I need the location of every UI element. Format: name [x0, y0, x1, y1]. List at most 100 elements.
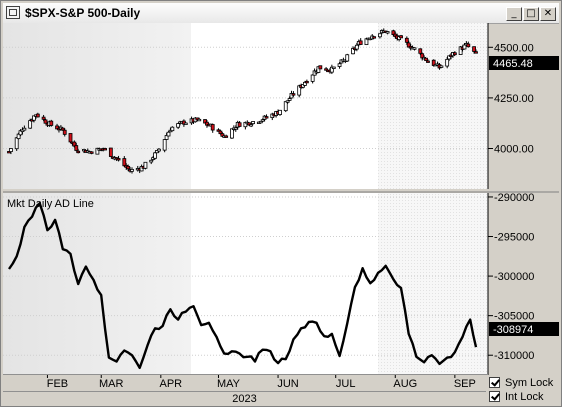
- candle-body: [20, 129, 25, 132]
- candle-body: [404, 37, 409, 43]
- candle-body: [149, 159, 154, 163]
- candle-body: [287, 98, 292, 101]
- month-label: JUL: [336, 378, 356, 390]
- ad-shade-band-1: [3, 193, 191, 375]
- ad-y-ticks: -290000 -295000 -300000 -305000 -310000: [488, 192, 534, 362]
- candle-body: [249, 124, 254, 127]
- price-last-value: 4465.48: [493, 58, 533, 70]
- candle-body: [170, 126, 175, 132]
- candle-body: [364, 38, 369, 46]
- candle-body: [14, 137, 19, 150]
- candle-body: [285, 100, 290, 103]
- candle-body: [331, 66, 336, 69]
- candle-body: [22, 127, 27, 131]
- candle-body: [41, 116, 46, 120]
- maximize-button[interactable]: □: [523, 7, 539, 21]
- minimize-button[interactable]: _: [506, 7, 522, 21]
- candle-body: [399, 35, 403, 39]
- month-label: SEP: [454, 378, 476, 390]
- candle-body: [303, 81, 307, 86]
- ad-tick-label: -290000: [494, 192, 534, 204]
- price-tick-label: 4000.00: [494, 144, 534, 156]
- candle-body: [251, 121, 255, 125]
- month-label: AUG: [393, 378, 417, 390]
- candle-body: [35, 113, 40, 118]
- candle-body: [116, 158, 121, 161]
- candle-body: [424, 57, 428, 61]
- candle-body: [176, 123, 181, 128]
- candle-body: [157, 148, 161, 152]
- candle-body: [183, 122, 188, 125]
- candle-body: [466, 43, 471, 48]
- candle-body: [108, 147, 113, 157]
- candle-body: [28, 120, 33, 129]
- candle-body: [297, 85, 302, 96]
- candle-body: [378, 33, 382, 38]
- chart-area[interactable]: 4500.00 4250.00 4000.00 4465.48 Mkt Daily …: [3, 23, 559, 375]
- candle-body: [95, 147, 100, 155]
- month-label: APR: [160, 378, 183, 390]
- int-lock-check-icon[interactable]: [489, 391, 500, 402]
- candle-body: [164, 135, 169, 140]
- candle-body: [233, 127, 238, 130]
- candle-body: [358, 40, 363, 45]
- window-menu-icon[interactable]: [6, 6, 20, 19]
- ad-last-value: -308974: [493, 324, 533, 336]
- candle-body: [431, 59, 436, 66]
- int-lock-label: Int Lock: [505, 391, 544, 403]
- candle-body: [462, 44, 467, 50]
- ad-tick-label: -300000: [494, 271, 534, 283]
- ad-series-line: [8, 202, 478, 370]
- candle-body: [345, 54, 350, 62]
- candle-body: [418, 48, 423, 54]
- ad-tick-label: -295000: [494, 232, 534, 244]
- candle-body: [224, 135, 229, 138]
- candle-body: [139, 166, 144, 172]
- sym-lock-checkbox[interactable]: Sym Lock: [489, 377, 553, 390]
- panel-splitter[interactable]: [3, 189, 559, 193]
- candle-body: [385, 31, 390, 34]
- candle-body: [351, 48, 355, 55]
- candle-body: [426, 60, 430, 63]
- year-label: 2023: [3, 391, 486, 406]
- price-tick-label: 4250.00: [494, 93, 534, 105]
- month-labels: FEB MAR APR MAY JUN JUL AUG SEP: [47, 375, 476, 390]
- candle-body: [76, 150, 81, 154]
- candle-body: [68, 133, 73, 143]
- candle-body: [354, 44, 359, 50]
- candle-body: [143, 161, 148, 169]
- candle-body: [43, 119, 48, 124]
- price-shade-band-2: [378, 23, 488, 189]
- candle-body: [316, 66, 321, 73]
- candle-body: [337, 63, 342, 67]
- candle-body: [89, 151, 94, 154]
- window-title: $SPX-S&P 500-Daily: [25, 6, 141, 20]
- candle-body: [452, 52, 457, 56]
- ad-shade-band-2: [378, 193, 488, 375]
- int-lock-checkbox[interactable]: Int Lock: [489, 391, 544, 404]
- candle-body: [74, 145, 79, 151]
- price-shade-band-1: [3, 23, 191, 189]
- candle-body: [310, 74, 315, 82]
- price-last-value-box: [489, 56, 559, 70]
- price-candles: [7, 28, 478, 174]
- candle-body: [126, 165, 131, 170]
- candle-body: [230, 128, 234, 139]
- ad-panel-label: Mkt Daily AD Line: [7, 198, 94, 210]
- candle-body: [210, 124, 215, 131]
- ad-tick-label: -310000: [494, 350, 534, 362]
- title-bar[interactable]: $SPX-S&P 500-Daily _ □ ✕: [3, 3, 559, 24]
- close-button[interactable]: ✕: [540, 7, 556, 21]
- candle-body: [329, 66, 334, 73]
- candle-body: [166, 131, 171, 137]
- ad-last-value-box: [489, 322, 559, 336]
- candle-body: [103, 148, 107, 151]
- candle-body: [122, 158, 127, 167]
- candle-body: [304, 80, 309, 84]
- candle-body: [9, 148, 13, 152]
- sym-lock-check-icon[interactable]: [489, 377, 500, 388]
- candle-body: [283, 101, 288, 112]
- candle-body: [130, 169, 134, 172]
- candle-body: [62, 129, 67, 135]
